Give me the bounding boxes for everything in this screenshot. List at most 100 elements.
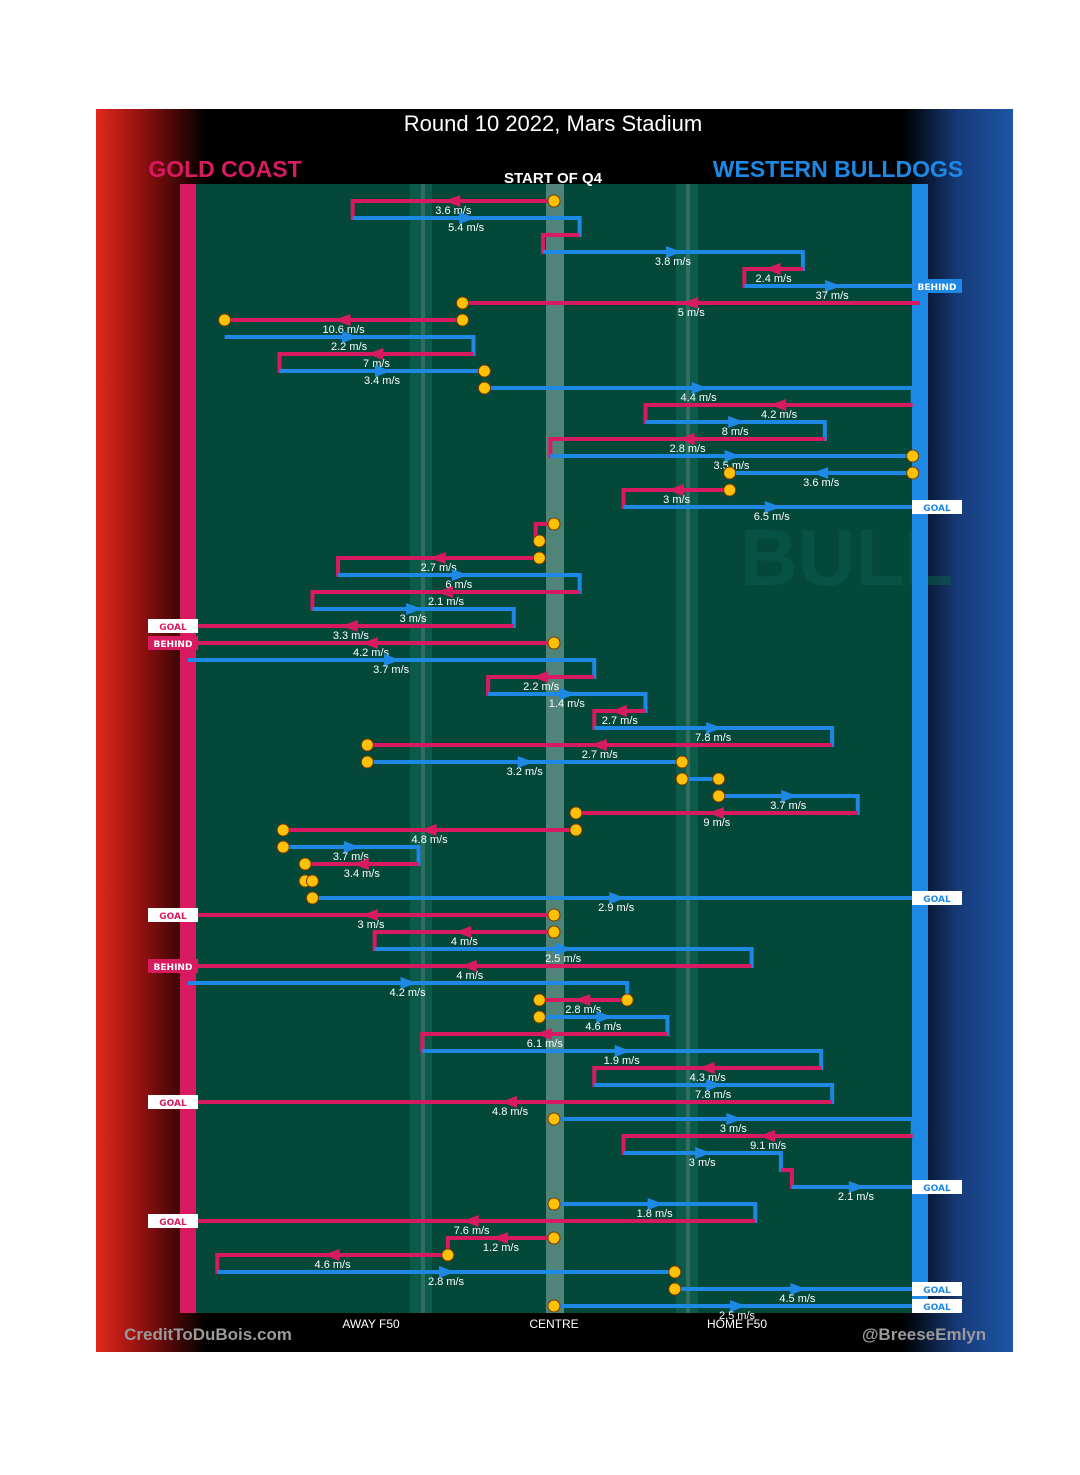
speed-label: 3 m/s [720,1123,747,1135]
stoppage-marker [547,1197,561,1211]
speed-label: 4.4 m/s [681,392,718,404]
stoppage-marker [360,738,374,752]
stoppage-marker [675,755,689,769]
x-tick-home-f50: HOME F50 [707,1317,767,1331]
score-badge-label: GOAL [159,623,187,633]
stoppage-marker [547,517,561,531]
stoppage-marker [276,840,290,854]
stoppage-marker [441,1248,455,1262]
speed-label: 3.2 m/s [507,766,544,778]
speed-label: 3.4 m/s [344,868,381,880]
direction-arrow [590,739,607,751]
stoppage-marker [668,1282,682,1296]
stoppage-marker [532,534,546,548]
stoppage-marker [456,296,469,310]
stoppage-marker [477,381,491,395]
stoppage-marker [547,1299,561,1313]
direction-arrow [707,807,724,819]
direction-arrow [730,1300,746,1312]
direction-arrow [759,1130,776,1142]
speed-label: 2.1 m/s [838,1191,875,1203]
direction-arrow [667,484,684,496]
stoppage-marker [532,1010,546,1024]
direction-arrow [517,756,534,768]
score-badge-label: GOAL [159,912,187,922]
score-badge [148,959,198,973]
direction-arrow [352,858,369,870]
stoppage-marker [569,823,583,837]
speed-label: 7.6 m/s [454,1225,491,1237]
speed-label: 10.6 m/s [322,324,365,336]
stoppage-marker [298,857,312,871]
speed-label: 1.4 m/s [549,698,586,710]
direction-arrow [764,263,781,275]
away-team-name: GOLD COAST [148,156,301,182]
direction-arrow [682,297,699,309]
direction-arrow [665,246,682,258]
speed-label: 1.8 m/s [637,1208,674,1220]
direction-arrow [574,994,591,1006]
score-badge-label: GOAL [159,1099,187,1109]
score-badge [148,1095,198,1109]
stoppage-marker [547,194,561,208]
speed-label: 2.7 m/s [582,749,619,761]
direction-arrow [678,433,695,445]
speed-label: 3.7 m/s [770,800,807,812]
centre-band [546,184,564,1313]
speed-label: 3.3 m/s [333,630,370,642]
speed-label: 4.6 m/s [585,1021,622,1033]
speed-label: 6.5 m/s [754,511,791,523]
speed-label: 2.5 m/s [719,1310,756,1322]
direction-arrow [848,1181,865,1193]
direction-arrow [781,790,798,802]
speed-label: 4.8 m/s [412,834,449,846]
stoppage-marker [547,1231,561,1245]
direction-arrow [334,314,351,326]
speed-label: 3.6 m/s [803,477,840,489]
home-team-name: WESTERN BULLDOGS [713,156,963,182]
direction-arrow [455,926,472,938]
speed-label: 3.7 m/s [333,851,370,863]
stoppage-marker [532,993,546,1007]
speed-label: 3.5 m/s [713,460,750,472]
stoppage-marker [547,908,561,922]
direction-arrow [367,348,384,360]
direction-arrow [462,1215,479,1227]
stoppage-marker [723,466,737,480]
score-badge [912,1180,962,1194]
direction-arrow [764,501,781,513]
direction-arrow [647,1198,664,1210]
direction-arrow [706,722,723,734]
direction-arrow [724,450,741,462]
direction-arrow [610,705,627,717]
credit-right: @BreeseEmlyn [862,1325,986,1344]
speed-label: 3.8 m/s [655,256,692,268]
stoppage-marker [712,789,726,803]
direction-arrow [420,824,437,836]
stoppage-marker [569,806,583,820]
speed-label: 3 m/s [663,494,690,506]
direction-arrow [706,1079,723,1091]
direction-arrow [596,1011,613,1023]
speed-label: 2.8 m/s [428,1276,465,1288]
stoppage-marker [620,993,634,1007]
speed-label: 4 m/s [456,970,483,982]
score-badge-label: GOAL [923,504,951,514]
chart-title: Round 10 2022, Mars Stadium [404,111,702,136]
direction-arrow [559,688,576,700]
stoppage-marker [305,874,319,888]
direction-arrow [444,195,461,207]
direction-arrow [362,909,378,921]
score-badge [912,500,962,514]
direction-arrow [609,892,626,904]
direction-arrow [691,382,708,394]
direction-arrow [384,654,401,666]
score-badge-label: BEHIND [154,640,193,650]
speed-label: 2.9 m/s [598,902,635,914]
score-badge [912,1282,962,1296]
score-badge-label: BEHIND [154,963,193,973]
direction-arrow [614,1045,631,1057]
direction-arrow [728,416,745,428]
speed-label: 4.6 m/s [315,1259,352,1271]
